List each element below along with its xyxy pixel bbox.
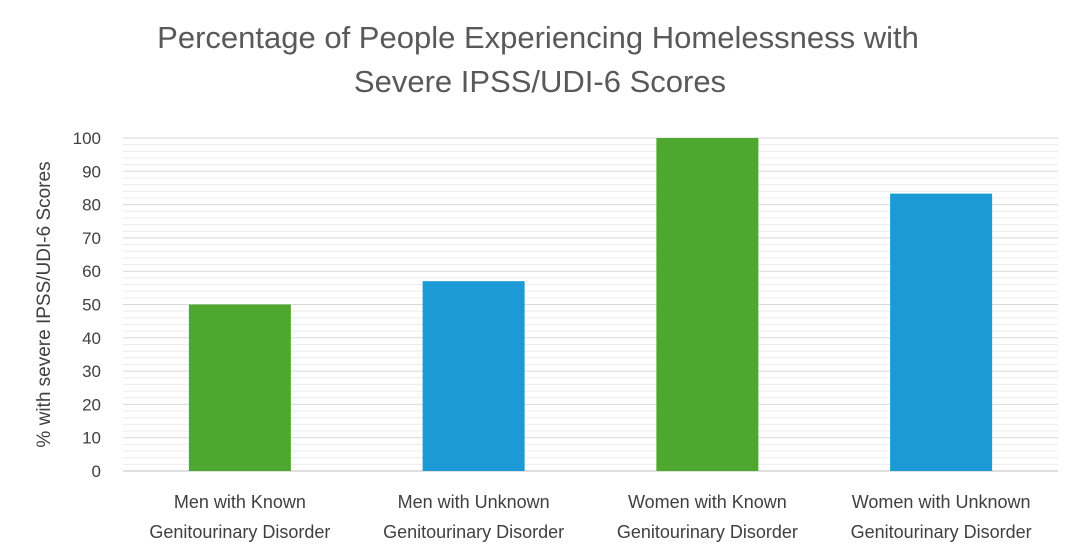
x-category-label: Women with Unknown [852, 492, 1031, 512]
y-tick-label: 30 [82, 362, 101, 381]
y-tick-label: 60 [82, 262, 101, 281]
bar [422, 281, 525, 471]
y-tick-label: 50 [82, 296, 101, 315]
y-tick-label: 40 [82, 329, 101, 348]
x-category-label: Genitourinary Disorder [851, 522, 1032, 542]
chart-title-line-1: Percentage of People Experiencing Homele… [157, 20, 919, 55]
y-tick-label: 70 [82, 229, 101, 248]
y-tick-label: 90 [82, 162, 101, 181]
y-tick-label: 10 [82, 429, 101, 448]
y-tick-label: 80 [82, 196, 101, 215]
y-axis-label: % with severe IPSS/UDI-6 Scores [34, 161, 55, 447]
x-category-label: Genitourinary Disorder [617, 522, 798, 542]
x-category-label: Genitourinary Disorder [383, 522, 564, 542]
y-tick-label: 0 [92, 462, 101, 481]
x-category-label: Men with Known [174, 492, 306, 512]
chart-title-line-2: Severe IPSS/UDI-6 Scores [353, 64, 727, 99]
bar [890, 193, 993, 471]
y-tick-label: 20 [82, 395, 101, 414]
bar [656, 138, 759, 471]
y-tick-label: 100 [73, 129, 101, 148]
bar [188, 304, 291, 471]
x-category-label: Women with Known [628, 492, 787, 512]
x-category-label: Genitourinary Disorder [149, 522, 330, 542]
x-category-label: Men with Unknown [398, 492, 550, 512]
